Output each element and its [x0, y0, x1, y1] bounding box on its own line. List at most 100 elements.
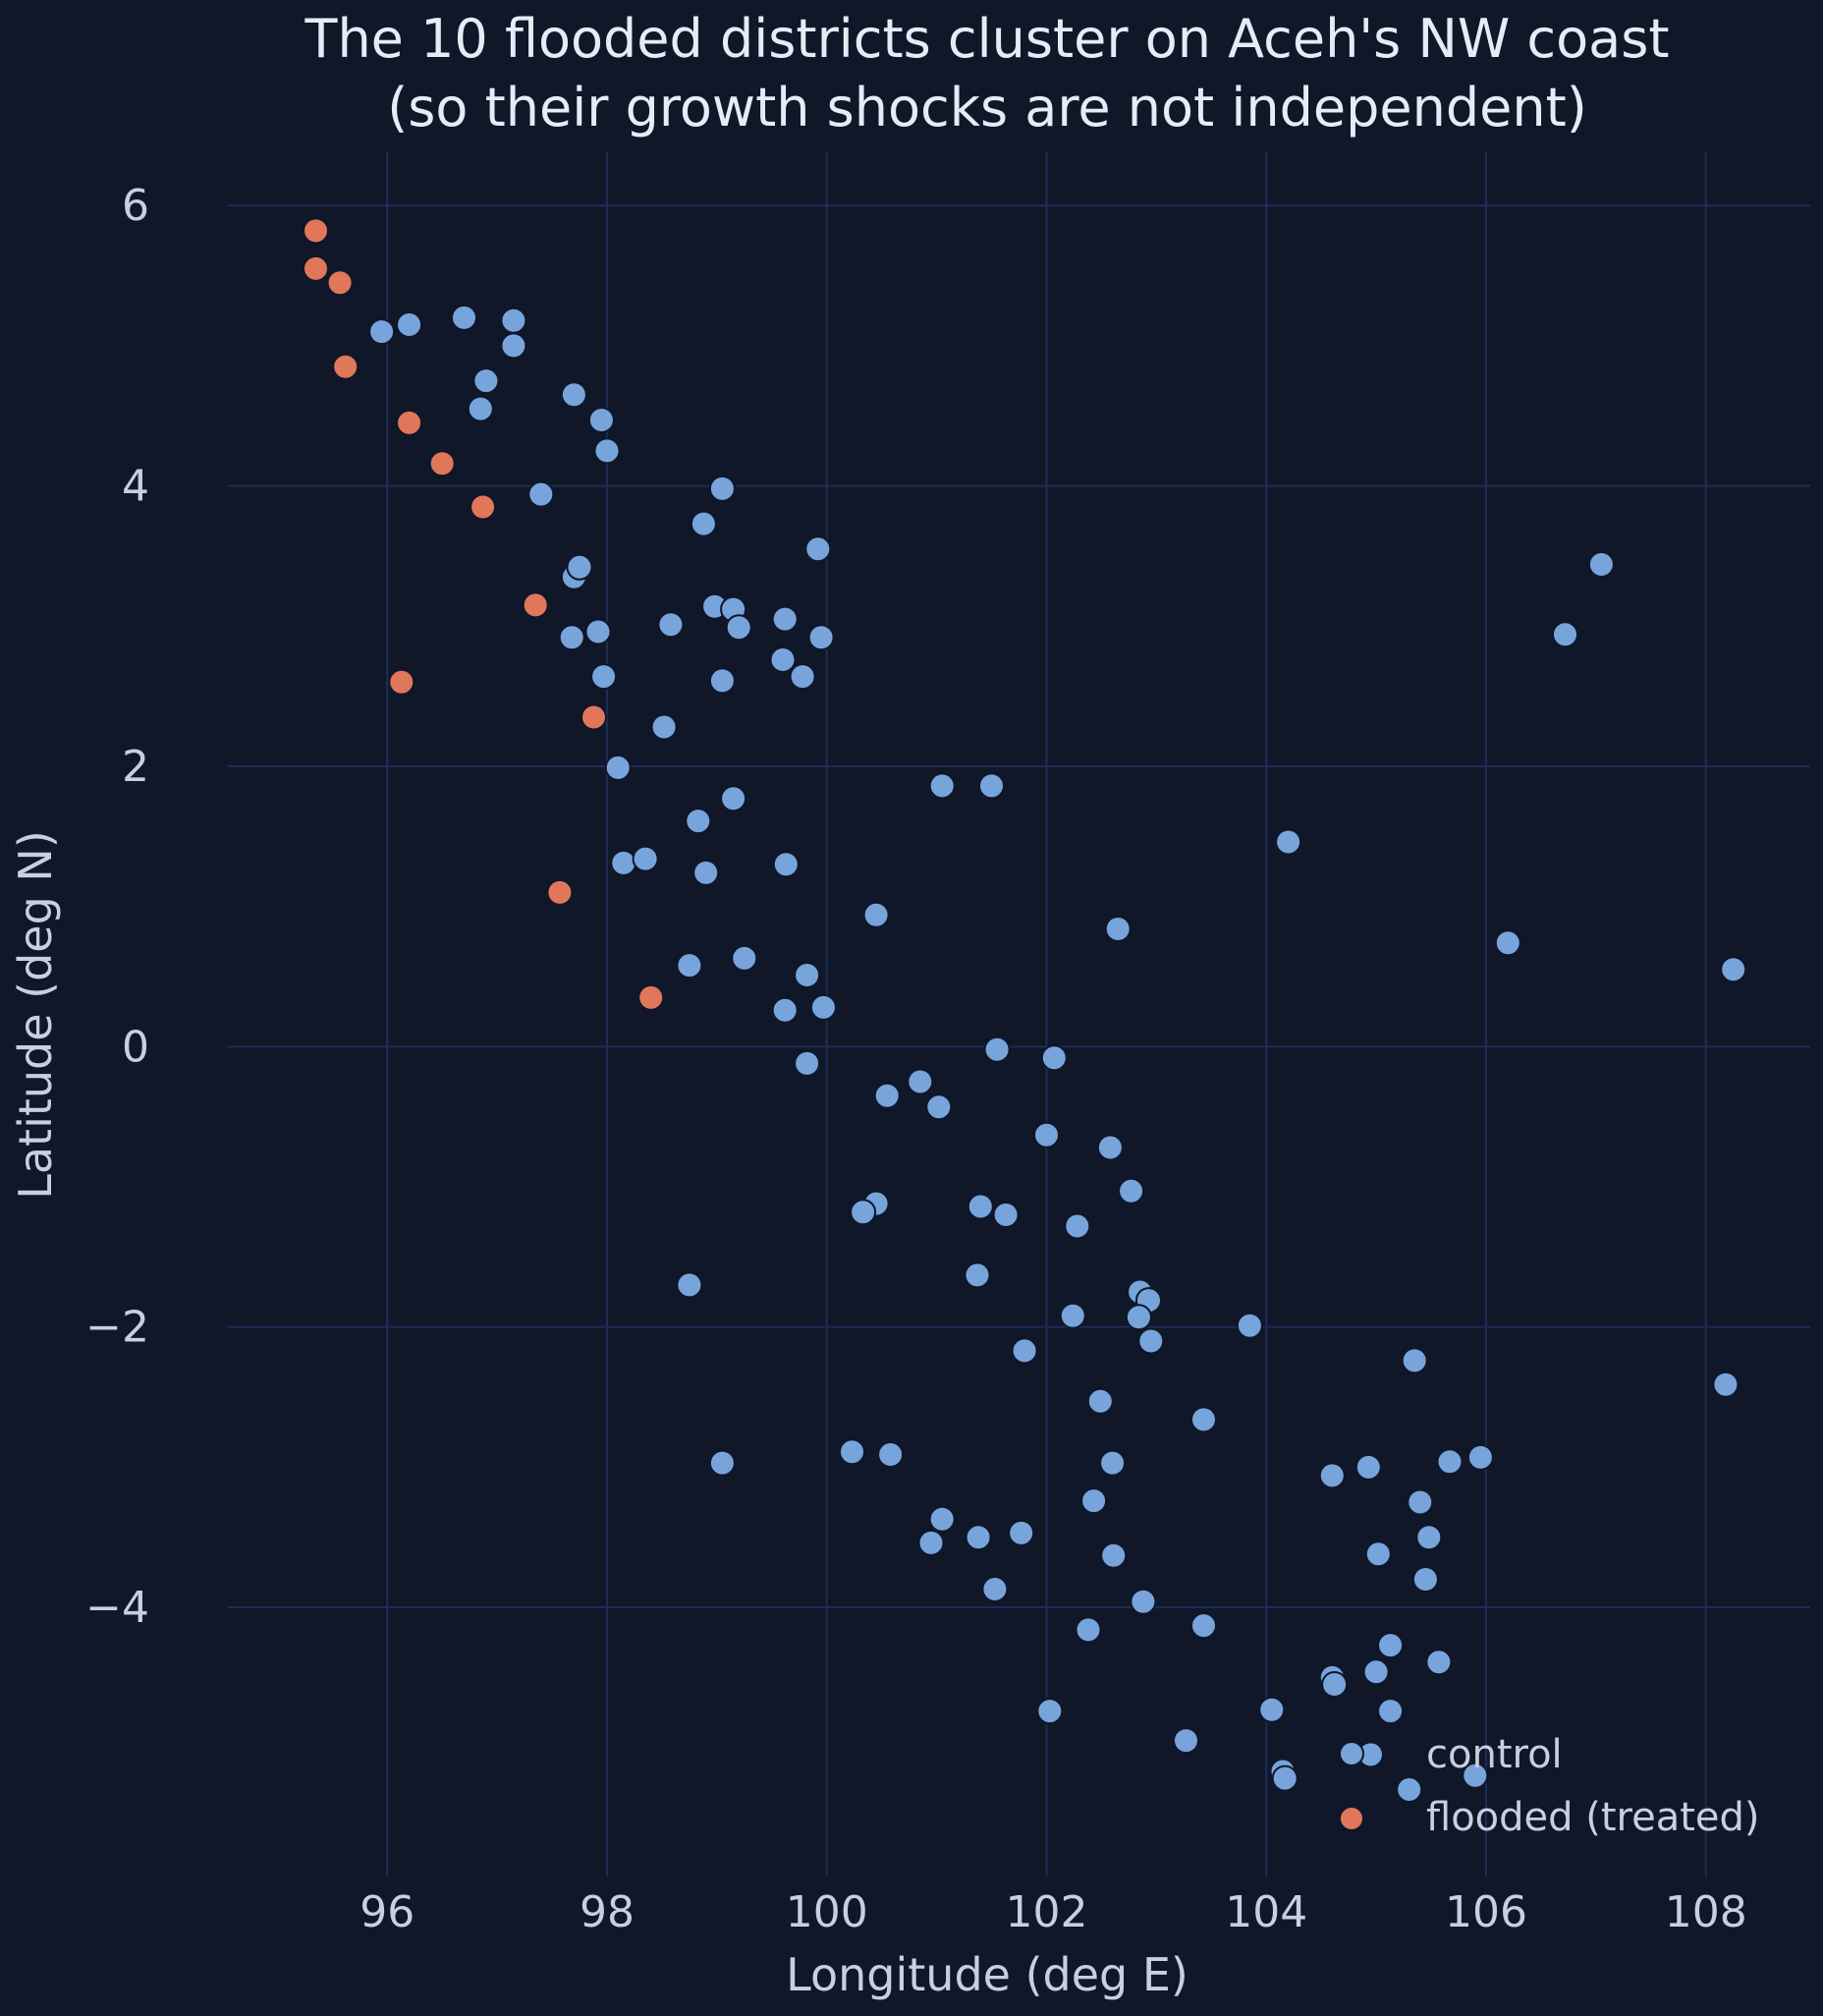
legend-label-control: control — [1426, 1732, 1563, 1777]
control-point-53 — [925, 1093, 953, 1121]
legend-marker-control — [1339, 1741, 1364, 1766]
y-tick-label-6: 6 — [122, 181, 149, 231]
control-point-89 — [1415, 1524, 1443, 1551]
control-point-2 — [451, 304, 477, 331]
legend-label-flooded: flooded (treated) — [1426, 1795, 1760, 1840]
control-point-92 — [1411, 1566, 1439, 1593]
flooded-point-7 — [522, 591, 549, 619]
chart-title-line-2: (so their growth shocks are not independ… — [387, 77, 1587, 139]
control-point-80 — [1436, 1448, 1464, 1476]
control-point-82 — [1318, 1462, 1346, 1489]
x-tick-label-100: 100 — [786, 1887, 868, 1937]
control-point-25 — [789, 663, 816, 691]
control-point-68 — [1236, 1312, 1263, 1339]
control-point-45 — [794, 962, 821, 988]
control-point-91 — [1364, 1540, 1392, 1568]
control-point-16 — [657, 611, 685, 639]
flooded-point-1 — [303, 254, 329, 282]
flooded-point-0 — [303, 217, 329, 245]
control-point-83 — [1080, 1487, 1108, 1515]
control-point-97 — [1377, 1632, 1405, 1659]
control-point-58 — [850, 1199, 877, 1226]
control-point-62 — [676, 1271, 703, 1299]
control-point-95 — [1190, 1612, 1217, 1640]
x-tick-label-104: 104 — [1225, 1887, 1307, 1937]
control-point-1 — [396, 311, 423, 338]
flooded-point-10 — [546, 878, 574, 906]
control-point-60 — [992, 1202, 1020, 1228]
y-tick-label-2: 2 — [122, 742, 149, 792]
control-point-11 — [708, 475, 736, 502]
control-point-76 — [877, 1441, 905, 1468]
control-point-93 — [981, 1576, 1009, 1602]
control-point-71 — [1401, 1347, 1428, 1374]
control-point-87 — [1008, 1519, 1035, 1546]
control-point-61 — [1064, 1212, 1091, 1240]
control-point-15 — [566, 553, 593, 581]
flooded-point-4 — [396, 409, 423, 436]
control-point-74 — [1190, 1406, 1217, 1433]
control-point-36 — [632, 845, 659, 872]
control-point-77 — [708, 1449, 736, 1477]
flooded-point-6 — [470, 493, 497, 521]
y-axis-ticks: −4 −2 0 2 4 6 — [85, 181, 149, 1633]
control-point-29 — [604, 754, 632, 781]
control-point-104 — [1377, 1698, 1405, 1725]
control-point-31 — [978, 772, 1005, 800]
control-point-63 — [964, 1261, 991, 1289]
control-point-38 — [692, 859, 720, 886]
control-point-49 — [1040, 1044, 1068, 1072]
x-tick-label-106: 106 — [1445, 1887, 1527, 1937]
control-point-56 — [1118, 1177, 1145, 1204]
control-point-105 — [1173, 1727, 1199, 1755]
control-point-7 — [560, 381, 587, 409]
flooded-point-3 — [332, 353, 359, 380]
control-point-26 — [590, 663, 618, 691]
control-point-10 — [527, 480, 555, 508]
control-point-88 — [917, 1529, 945, 1556]
control-point-8 — [587, 407, 615, 433]
control-point-75 — [839, 1438, 865, 1466]
control-point-43 — [676, 952, 703, 980]
x-tick-label-98: 98 — [580, 1887, 635, 1937]
control-point-46 — [771, 996, 799, 1024]
control-point-67 — [1125, 1304, 1152, 1331]
x-axis-label: Longitude (deg E) — [786, 1948, 1188, 2001]
control-point-3 — [500, 307, 527, 334]
control-point-20 — [771, 605, 799, 633]
control-point-41 — [1494, 929, 1521, 957]
control-point-4 — [500, 332, 527, 360]
control-point-13 — [804, 535, 832, 563]
control-point-21 — [558, 624, 585, 651]
control-point-81 — [1466, 1443, 1494, 1471]
control-point-37 — [772, 851, 800, 878]
control-point-59 — [967, 1193, 994, 1220]
control-point-69 — [1137, 1327, 1165, 1355]
control-point-23 — [807, 624, 835, 651]
x-tick-label-102: 102 — [1005, 1887, 1087, 1937]
data-points — [303, 217, 1747, 1803]
control-point-0 — [368, 318, 396, 346]
chart-title-line-1: The 10 flooded districts cluster on Aceh… — [304, 8, 1669, 70]
control-point-27 — [708, 667, 736, 695]
control-point-24 — [769, 646, 797, 673]
control-point-42 — [1720, 956, 1747, 983]
control-point-19 — [725, 614, 752, 642]
control-point-79 — [1354, 1453, 1382, 1481]
control-point-108 — [1271, 1764, 1298, 1792]
control-point-94 — [1130, 1588, 1157, 1615]
control-point-48 — [983, 1036, 1011, 1063]
control-point-101 — [1362, 1658, 1390, 1686]
control-point-103 — [1258, 1696, 1286, 1723]
control-point-50 — [794, 1049, 821, 1077]
control-point-5 — [472, 367, 500, 395]
control-point-12 — [690, 510, 717, 537]
flooded-point-9 — [580, 703, 607, 731]
y-axis-label: Latitude (deg N) — [9, 830, 62, 1200]
grid-lines — [228, 152, 1810, 1876]
control-point-47 — [809, 993, 837, 1021]
control-point-84 — [1407, 1488, 1434, 1516]
control-point-30 — [928, 772, 956, 800]
control-point-73 — [1086, 1387, 1114, 1415]
